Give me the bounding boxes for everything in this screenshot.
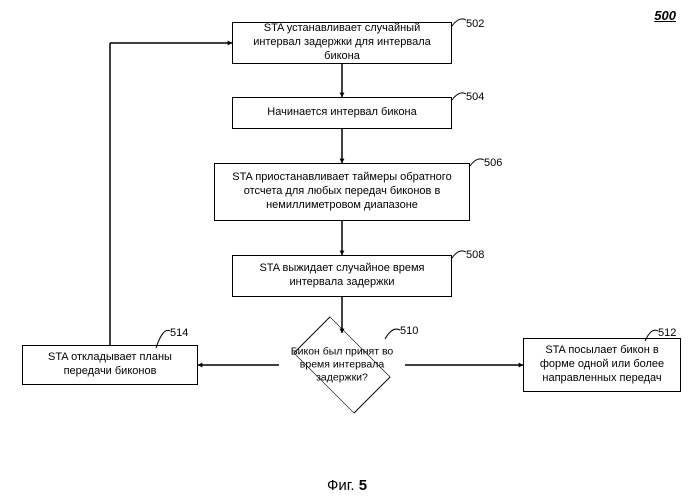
process-box-504: Начинается интервал бикона [232, 97, 452, 129]
ref-label-510: 510 [400, 325, 418, 337]
decision-text: Бикон был принят во время интервала заде… [282, 345, 402, 384]
ref-label-512: 512 [658, 327, 676, 339]
process-text: STA устанавливает случайный интервал зад… [239, 22, 445, 63]
decision-diamond-510: Бикон был принят во время интервала заде… [299, 322, 385, 408]
ref-label-514: 514 [170, 327, 188, 339]
caption-number: 5 [359, 477, 367, 494]
ref-label-504: 504 [466, 91, 484, 103]
process-box-502: STA устанавливает случайный интервал зад… [232, 22, 452, 64]
process-text: Начинается интервал бикона [267, 106, 416, 120]
process-box-508: STA выжидает случайное время интервала з… [232, 255, 452, 297]
caption-prefix: Фиг. [327, 477, 355, 494]
process-text: STA выжидает случайное время интервала з… [239, 262, 445, 290]
ref-label-508: 508 [466, 249, 484, 261]
figure-number: 500 [654, 8, 676, 23]
ref-label-502: 502 [466, 18, 484, 30]
process-text: STA откладывает планы передачи биконов [29, 351, 191, 379]
process-box-514: STA откладывает планы передачи биконов [22, 345, 198, 385]
ref-label-506: 506 [484, 157, 502, 169]
figure-caption: Фиг. 5 [0, 477, 694, 494]
connectors-layer [0, 0, 694, 500]
process-box-506: STA приостанавливает таймеры обратного о… [214, 163, 470, 221]
process-text: STA посылает бикон в форме одной или бол… [530, 344, 674, 385]
process-box-512: STA посылает бикон в форме одной или бол… [523, 338, 681, 392]
process-text: STA приостанавливает таймеры обратного о… [221, 171, 463, 212]
